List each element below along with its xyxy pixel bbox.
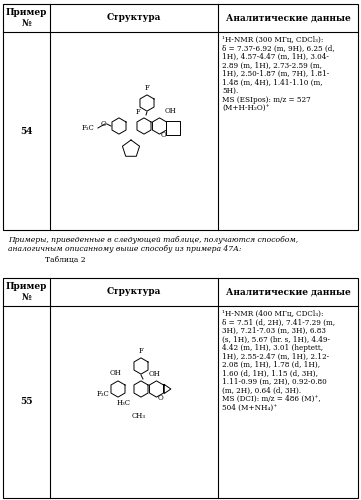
Text: ¹H-NMR (400 МГц, CDCl₃):: ¹H-NMR (400 МГц, CDCl₃): [222,310,323,318]
Text: 2.89 (m, 1H), 2.73-2.59 (m,: 2.89 (m, 1H), 2.73-2.59 (m, [222,62,322,70]
Text: O: O [100,120,106,128]
Text: Аналитические данные: Аналитические данные [226,288,351,296]
Text: 504 (M+NH₄)⁺: 504 (M+NH₄)⁺ [222,404,277,411]
Text: O: O [158,394,164,402]
Text: 1H), 4.57-4.47 (m, 1H), 3.04-: 1H), 4.57-4.47 (m, 1H), 3.04- [222,53,329,61]
Text: 1H), 2.55-2.47 (m, 1H), 2.12-: 1H), 2.55-2.47 (m, 1H), 2.12- [222,352,329,360]
Text: F₃C: F₃C [81,124,94,132]
Text: MS (ESIpos): m/z = 527: MS (ESIpos): m/z = 527 [222,96,311,104]
Text: 1H), 2.50-1.87 (m, 7H), 1.81-: 1H), 2.50-1.87 (m, 7H), 1.81- [222,70,329,78]
Text: 4.42 (m, 1H), 3.01 (heptett,: 4.42 (m, 1H), 3.01 (heptett, [222,344,323,352]
Text: Пример
№: Пример № [6,282,47,302]
Text: H₃C: H₃C [117,399,131,407]
Text: F₃C: F₃C [96,390,109,398]
Text: Пример
№: Пример № [6,8,47,28]
Text: Примеры, приведенные в следующей таблице, получаются способом,: Примеры, приведенные в следующей таблице… [8,236,298,244]
Text: OH: OH [149,370,161,378]
Text: 55: 55 [20,398,33,406]
Text: OH: OH [165,107,176,115]
Text: 5H).: 5H). [222,87,238,95]
Text: (s, 1H), 5.67 (br. s, 1H), 4.49-: (s, 1H), 5.67 (br. s, 1H), 4.49- [222,336,330,344]
Text: 2.08 (m, 1H), 1.78 (d, 1H),: 2.08 (m, 1H), 1.78 (d, 1H), [222,361,320,369]
Text: OH: OH [109,369,121,377]
Text: Структура: Структура [107,14,161,22]
Text: 1.60 (d, 1H), 1.15 (d, 3H),: 1.60 (d, 1H), 1.15 (d, 3H), [222,370,318,378]
Text: Аналитические данные: Аналитические данные [226,14,351,22]
Text: 3H), 7.21-7.03 (m, 3H), 6.83: 3H), 7.21-7.03 (m, 3H), 6.83 [222,327,326,335]
Text: 1.11-0.99 (m, 2H), 0.92-0.80: 1.11-0.99 (m, 2H), 0.92-0.80 [222,378,327,386]
Text: δ = 7.51 (d, 2H), 7.41-7.29 (m,: δ = 7.51 (d, 2H), 7.41-7.29 (m, [222,318,335,326]
Text: (m, 2H), 0.64 (d, 3H).: (m, 2H), 0.64 (d, 3H). [222,386,301,394]
Text: δ = 7.37-6.92 (m, 9H), 6.25 (d,: δ = 7.37-6.92 (m, 9H), 6.25 (d, [222,44,335,52]
Text: Таблица 2: Таблица 2 [45,256,86,264]
Bar [3,278,358,498]
Text: 1.48 (m, 4H), 1.41-1.10 (m,: 1.48 (m, 4H), 1.41-1.10 (m, [222,78,322,86]
Text: F: F [136,108,140,116]
Text: аналогичным описанному выше способу из примера 47А:: аналогичным описанному выше способу из п… [8,245,242,253]
Text: Структура: Структура [107,288,161,296]
Bar [3,4,358,230]
Text: MS (DCI): m/z = 486 (M)⁺,: MS (DCI): m/z = 486 (M)⁺, [222,395,321,403]
Text: CH₃: CH₃ [132,412,146,420]
Text: 54: 54 [20,126,33,136]
Text: F: F [145,84,149,92]
Text: O: O [161,131,167,139]
Text: ¹H-NMR (300 МГц, CDCl₃):: ¹H-NMR (300 МГц, CDCl₃): [222,36,323,44]
Text: (M+H-H₂O)⁺: (M+H-H₂O)⁺ [222,104,270,112]
Text: F: F [139,347,143,355]
